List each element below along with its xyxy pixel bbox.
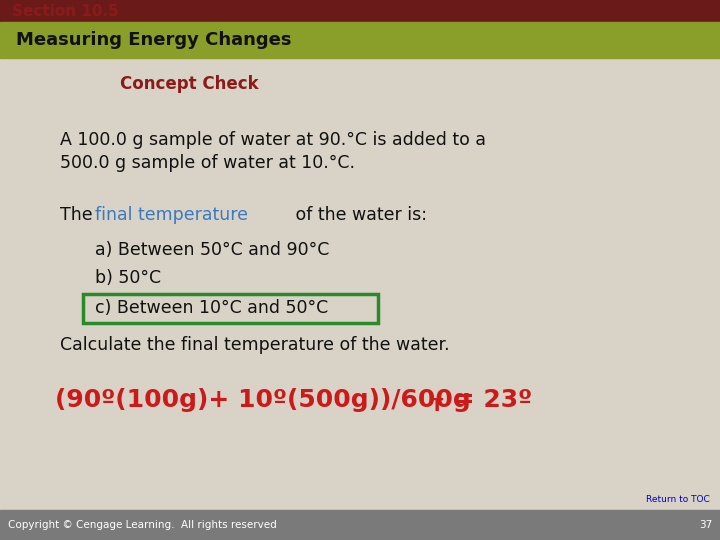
Text: T: T (431, 397, 444, 415)
Text: b) 50°C: b) 50°C (95, 269, 161, 287)
Text: The: The (60, 206, 98, 224)
Text: Return to TOC: Return to TOC (647, 496, 710, 504)
Bar (0, 510, 720, 540)
Text: of the water is:: of the water is: (290, 206, 427, 224)
Text: = 23º: = 23º (445, 388, 532, 412)
Text: Measuring Energy Changes: Measuring Energy Changes (16, 31, 292, 49)
Bar (0, 0, 720, 22)
Text: 500.0 g sample of water at 10.°C.: 500.0 g sample of water at 10.°C. (60, 154, 355, 172)
Bar (0, 22, 720, 58)
Text: Section 10.5: Section 10.5 (12, 3, 119, 18)
Text: A 100.0 g sample of water at 90.°C is added to a: A 100.0 g sample of water at 90.°C is ad… (60, 131, 486, 149)
Text: Calculate the final temperature of the water.: Calculate the final temperature of the w… (60, 336, 449, 354)
Text: (90º(100g)+ 10º(500g))/600g: (90º(100g)+ 10º(500g))/600g (55, 388, 471, 412)
Text: c) Between 10°C and 50°C: c) Between 10°C and 50°C (95, 299, 328, 317)
Text: Copyright © Cengage Learning.  All rights reserved: Copyright © Cengage Learning. All rights… (8, 520, 276, 530)
Text: 37: 37 (698, 520, 712, 530)
Text: a) Between 50°C and 90°C: a) Between 50°C and 90°C (95, 241, 329, 259)
Text: Concept Check: Concept Check (120, 75, 258, 93)
Text: final temperature: final temperature (95, 206, 248, 224)
Bar (83, 294, 378, 323)
